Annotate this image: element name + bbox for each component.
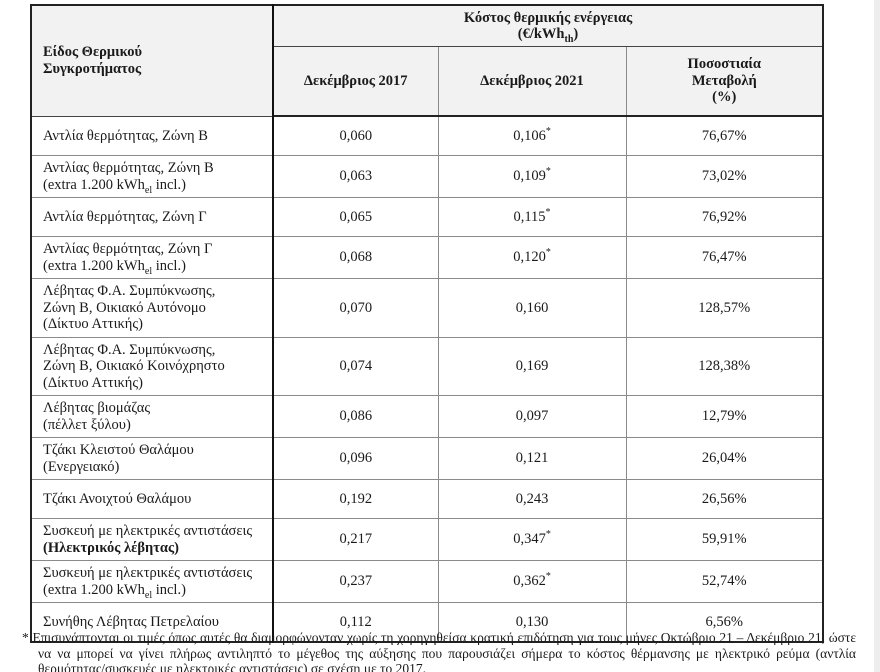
fuel-type-cell: Συσκευή με ηλεκτρικές αντιστάσεις (Ηλεκτρ…	[30, 518, 274, 561]
table-row: Αντλία θερμότητας, Ζώνη Γ 0,065 0,115* 76,9…	[30, 197, 824, 237]
table-row: Αντλίας θερμότητας, Ζώνη Γ (extra 1.200 k…	[30, 236, 824, 279]
value-2021-cell: 0,115*	[437, 197, 627, 237]
pct-change-cell: 128,57%	[625, 278, 824, 338]
value-2017-cell: 0,096	[272, 437, 439, 480]
value-2021-cell: 0,169	[437, 336, 627, 396]
pct-change-cell: 59,91%	[625, 518, 824, 561]
fuel-type-cell: Αντλία θερμότητας, Ζώνη Γ	[30, 197, 274, 237]
col-header-dec-2021: Δεκέμβριος 2021	[437, 46, 627, 117]
value-2021-cell: 0,362*	[437, 560, 627, 603]
value-2021-cell: 0,130	[437, 602, 627, 643]
col-header-pct-change: Ποσοστιαία Μεταβολή (%)	[625, 46, 824, 117]
fuel-type-cell: Αντλία θερμότητας, Ζώνη Β	[30, 115, 274, 156]
value-2017-cell: 0,063	[272, 155, 439, 198]
fuel-type-cell: Λέβητας Φ.Α. Συμπύκνωσης, Ζώνη Β, Οικιακό…	[30, 336, 274, 396]
fuel-type-cell: Λέβητας βιομάζας (πέλλετ ξύλου)	[30, 395, 274, 438]
value-2017-cell: 0,068	[272, 236, 439, 279]
value-2017-cell: 0,060	[272, 115, 439, 156]
table-row: Λέβητας Φ.Α. Συμπύκνωσης, Ζώνη Β, Οικιακό…	[30, 336, 824, 396]
value-2017-cell: 0,074	[272, 336, 439, 396]
pct-change-cell: 76,67%	[625, 115, 824, 156]
pct-change-cell: 6,56%	[625, 602, 824, 643]
pct-change-cell: 26,04%	[625, 437, 824, 480]
fuel-type-cell: Τζάκι Ανοιχτού Θαλάμου	[30, 479, 274, 519]
header-row-columns: Δεκέμβριος 2017 Δεκέμβριος 2021 Ποσοστια…	[31, 46, 824, 117]
fuel-type-cell: Αντλίας θερμότητας, Ζώνη Γ (extra 1.200 k…	[30, 236, 274, 279]
fuel-type-cell: Συνήθης Λέβητας Πετρελαίου	[30, 602, 274, 643]
table-row: Τζάκι Ανοιχτού Θαλάμου 0,192 0,243 26,56%	[30, 479, 824, 519]
value-2021-cell: 0,347*	[437, 518, 627, 561]
value-2021-cell: 0,120*	[437, 236, 627, 279]
value-2017-cell: 0,086	[272, 395, 439, 438]
pct-change-cell: 26,56%	[625, 479, 824, 519]
table-row: Τζάκι Κλειστού Θαλάμου (Ενεργειακό) 0,096 0…	[30, 437, 824, 480]
table-row: Λέβητας Φ.Α. Συμπύκνωσης, Ζώνη Β, Οικιακό…	[30, 278, 824, 338]
value-2021-cell: 0,160	[437, 278, 627, 338]
col-header-dec-2017: Δεκέμβριος 2017	[272, 46, 439, 117]
value-2017-cell: 0,237	[272, 560, 439, 603]
fuel-type-cell: Συσκευή με ηλεκτρικές αντιστάσεις (extra …	[30, 560, 274, 603]
table-row: Συσκευή με ηλεκτρικές αντιστάσεις (extra …	[30, 560, 824, 603]
footnote: * Επισυνάπτονται οι τιμές όπως αυτές θα …	[22, 630, 856, 672]
fuel-type-cell: Λέβητας Φ.Α. Συμπύκνωσης, Ζώνη Β, Οικιακό…	[30, 278, 274, 338]
value-2021-cell: 0,243	[437, 479, 627, 519]
pct-change-cell: 76,92%	[625, 197, 824, 237]
value-2017-cell: 0,192	[272, 479, 439, 519]
table-row: Λέβητας βιομάζας (πέλλετ ξύλου) 0,086 0,097…	[30, 395, 824, 438]
thermal-cost-table: Είδος Θερμικού Συγκροτήματος Κόστος θερμι…	[30, 4, 825, 643]
value-2017-cell: 0,112	[272, 602, 439, 643]
table-body: Αντλία θερμότητας, Ζώνη Β 0,060 0,106* 76,6…	[30, 115, 824, 643]
col-header-energy-cost: Κόστος θερμικής ενέργειας (€/kWhth)	[272, 4, 824, 47]
table-row: Συνήθης Λέβητας Πετρελαίου 0,112 0,130 6,56…	[30, 602, 824, 643]
pct-change-cell: 76,47%	[625, 236, 824, 279]
pct-change-cell: 52,74%	[625, 560, 824, 603]
value-2017-cell: 0,065	[272, 197, 439, 237]
table-row: Αντλίας θερμότητας, Ζώνη Β (extra 1.200 k…	[30, 155, 824, 198]
pct-change-cell: 128,38%	[625, 336, 824, 396]
fuel-type-cell: Τζάκι Κλειστού Θαλάμου (Ενεργειακό)	[30, 437, 274, 480]
value-2021-cell: 0,121	[437, 437, 627, 480]
col-header-fuel-type: Είδος Θερμικού Συγκροτήματος	[30, 4, 274, 117]
header-row-span: Είδος Θερμικού Συγκροτήματος Κόστος θερμι…	[30, 4, 824, 117]
fuel-type-cell: Αντλίας θερμότητας, Ζώνη Β (extra 1.200 k…	[30, 155, 274, 198]
value-2021-cell: 0,106*	[437, 115, 627, 156]
pct-change-cell: 12,79%	[625, 395, 824, 438]
value-2017-cell: 0,070	[272, 278, 439, 338]
value-2021-cell: 0,109*	[437, 155, 627, 198]
table-row: Αντλία θερμότητας, Ζώνη Β 0,060 0,106* 76,6…	[30, 115, 824, 156]
value-2021-cell: 0,097	[437, 395, 627, 438]
table-row: Συσκευή με ηλεκτρικές αντιστάσεις (Ηλεκτρ…	[30, 518, 824, 561]
value-2017-cell: 0,217	[272, 518, 439, 561]
pct-change-cell: 73,02%	[625, 155, 824, 198]
table-header: Είδος Θερμικού Συγκροτήματος Κόστος θερμι…	[30, 4, 824, 117]
